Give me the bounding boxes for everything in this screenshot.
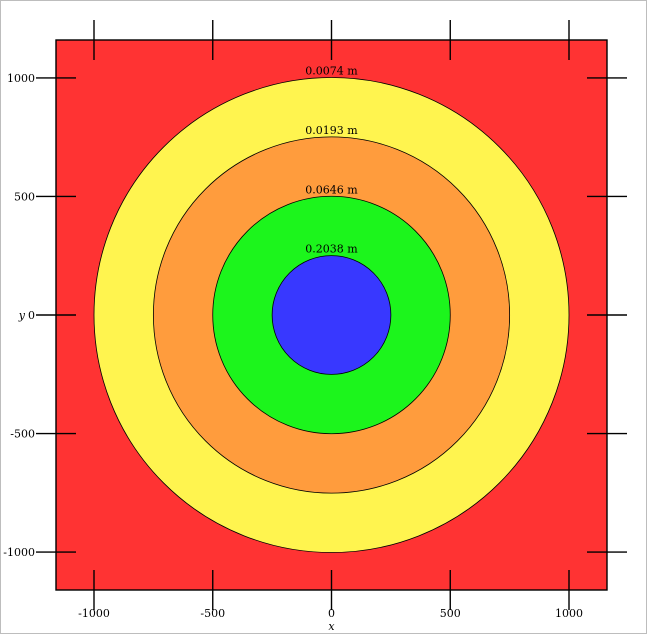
contour-label-3: 0.0646 m: [305, 183, 358, 196]
y-axis-label: y: [18, 309, 26, 322]
x-axis-label: x: [328, 620, 335, 633]
y-tick-label-3: 500: [14, 190, 35, 203]
contour-label-2: 0.0193 m: [305, 124, 358, 137]
y-tick-label-0: -1000: [3, 546, 35, 559]
contour-label-4: 0.2038 m: [305, 243, 358, 256]
contour-ring-4: [271, 255, 392, 375]
x-tick-label-4: 1000: [555, 607, 583, 620]
y-tick-label-1: -500: [10, 428, 35, 441]
contour-label-1: 0.0074 m: [305, 65, 358, 78]
y-tick-label-2: 0: [28, 309, 35, 322]
x-tick-label-1: -500: [200, 607, 225, 620]
x-tick-label-3: 500: [440, 607, 461, 620]
x-tick-label-0: -1000: [78, 607, 110, 620]
y-tick-label-4: 1000: [7, 72, 35, 85]
x-tick-label-2: 0: [328, 607, 335, 620]
